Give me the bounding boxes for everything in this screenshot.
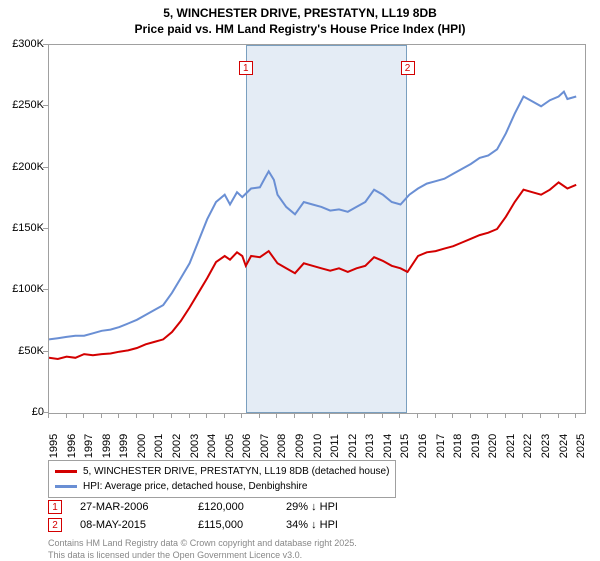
- chart-marker: 2: [401, 61, 415, 75]
- chart-marker: 1: [239, 61, 253, 75]
- x-tick-label: 1996: [66, 434, 78, 458]
- info-row: 1 27-MAR-2006 £120,000 29% ↓ HPI: [48, 500, 338, 514]
- x-tick-label: 2021: [505, 434, 517, 458]
- plot-area: 12: [48, 44, 586, 414]
- y-tick-label: £250K: [12, 99, 44, 111]
- x-tick-label: 2018: [452, 434, 464, 458]
- legend-label: HPI: Average price, detached house, Denb…: [83, 479, 307, 494]
- legend-swatch: [55, 470, 77, 473]
- x-tick-label: 2009: [294, 434, 306, 458]
- x-tick-label: 2011: [329, 434, 341, 458]
- x-tick-label: 2015: [399, 434, 411, 458]
- x-tick-label: 2002: [171, 434, 183, 458]
- series-line: [49, 182, 576, 359]
- credits: Contains HM Land Registry data © Crown c…: [48, 538, 357, 561]
- x-tick-label: 2023: [540, 434, 552, 458]
- x-tick-label: 2001: [153, 434, 165, 458]
- credits-line2: This data is licensed under the Open Gov…: [48, 550, 357, 561]
- x-tick-label: 2006: [241, 434, 253, 458]
- plot-svg: [49, 45, 585, 413]
- x-tick-label: 2003: [189, 434, 201, 458]
- x-tick-label: 2005: [224, 434, 236, 458]
- info-date: 08-MAY-2015: [80, 519, 180, 531]
- legend-box: 5, WINCHESTER DRIVE, PRESTATYN, LL19 8DB…: [48, 460, 396, 498]
- info-diff: 29% ↓ HPI: [286, 501, 338, 513]
- y-tick-label: £300K: [12, 38, 44, 50]
- x-tick-label: 2022: [522, 434, 534, 458]
- legend-item: HPI: Average price, detached house, Denb…: [55, 479, 389, 494]
- legend-item: 5, WINCHESTER DRIVE, PRESTATYN, LL19 8DB…: [55, 464, 389, 479]
- x-tick-label: 2025: [575, 434, 587, 458]
- y-tick-label: £50K: [18, 345, 44, 357]
- x-tick-label: 2024: [558, 434, 570, 458]
- legend-label: 5, WINCHESTER DRIVE, PRESTATYN, LL19 8DB…: [83, 464, 389, 479]
- y-tick-label: £100K: [12, 283, 44, 295]
- x-tick-label: 1997: [83, 434, 95, 458]
- x-tick-label: 2016: [417, 434, 429, 458]
- y-tick-label: £150K: [12, 222, 44, 234]
- chart-container: 5, WINCHESTER DRIVE, PRESTATYN, LL19 8DB…: [0, 0, 600, 560]
- x-tick-label: 2012: [347, 434, 359, 458]
- info-price: £115,000: [198, 519, 268, 531]
- x-tick-label: 2017: [435, 434, 447, 458]
- title-line1: 5, WINCHESTER DRIVE, PRESTATYN, LL19 8DB: [0, 6, 600, 22]
- x-tick-label: 2008: [276, 434, 288, 458]
- series-line: [49, 92, 576, 340]
- x-tick-label: 2007: [259, 434, 271, 458]
- x-tick-label: 2020: [487, 434, 499, 458]
- x-tick-label: 1999: [118, 434, 130, 458]
- x-tick-label: 2004: [206, 434, 218, 458]
- legend-swatch: [55, 485, 77, 488]
- x-tick-label: 2000: [136, 434, 148, 458]
- info-date: 27-MAR-2006: [80, 501, 180, 513]
- x-tick-label: 2010: [312, 434, 324, 458]
- x-tick-label: 2013: [364, 434, 376, 458]
- marker-icon: 2: [48, 518, 62, 532]
- info-diff: 34% ↓ HPI: [286, 519, 338, 531]
- marker-icon: 1: [48, 500, 62, 514]
- x-tick-label: 1995: [48, 434, 60, 458]
- title-block: 5, WINCHESTER DRIVE, PRESTATYN, LL19 8DB…: [0, 0, 600, 37]
- x-tick-label: 2014: [382, 434, 394, 458]
- x-tick-label: 2019: [470, 434, 482, 458]
- info-price: £120,000: [198, 501, 268, 513]
- y-tick-label: £200K: [12, 161, 44, 173]
- credits-line1: Contains HM Land Registry data © Crown c…: [48, 538, 357, 550]
- title-line2: Price paid vs. HM Land Registry's House …: [0, 22, 600, 38]
- x-tick-label: 1998: [101, 434, 113, 458]
- info-row: 2 08-MAY-2015 £115,000 34% ↓ HPI: [48, 518, 338, 532]
